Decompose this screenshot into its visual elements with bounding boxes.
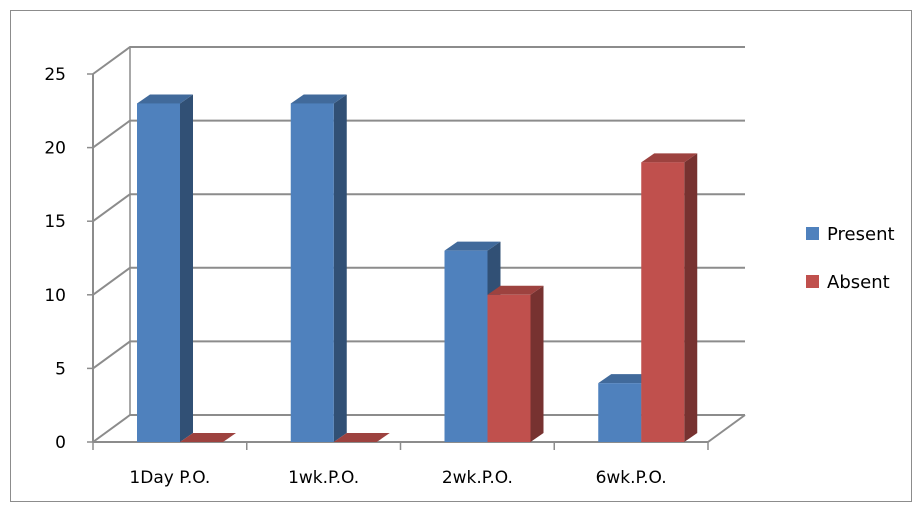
- bar-front: [487, 294, 531, 442]
- bar-present-0: [137, 94, 193, 442]
- legend: Present Absent: [806, 224, 895, 293]
- bar-side: [333, 94, 347, 442]
- legend-label-absent: Absent: [827, 272, 890, 293]
- gridline: [92, 46, 745, 75]
- bar-front: [641, 162, 685, 442]
- gridline: [92, 119, 745, 149]
- bar-side: [530, 285, 544, 442]
- y-tick-label: 25: [44, 65, 66, 85]
- bar-top: [180, 433, 236, 442]
- bar-present-1: [290, 94, 347, 442]
- bar-absent-1: [333, 433, 390, 442]
- bar-top: [641, 153, 698, 163]
- legend-swatch-present: [806, 227, 819, 240]
- bars: [137, 94, 698, 442]
- bar-absent-2: [487, 285, 544, 442]
- legend-swatch-absent: [806, 275, 819, 288]
- x-tick-label: 1Day P.O.: [129, 468, 210, 488]
- y-tick-label: 0: [55, 433, 66, 453]
- bar-top: [598, 374, 655, 384]
- bar-top: [333, 433, 390, 442]
- bar-front: [598, 383, 642, 442]
- x-tick-label: 2wk.P.O.: [442, 468, 513, 488]
- bar-top: [290, 94, 347, 104]
- y-tick-label: 5: [55, 359, 66, 379]
- bar-side: [684, 153, 698, 442]
- bar-top: [444, 241, 501, 251]
- bar-front: [444, 250, 488, 442]
- y-tick-labels: 0 5 10 15 20 25: [44, 65, 66, 453]
- y-tick-label: 15: [44, 212, 66, 232]
- bar-top: [137, 94, 193, 104]
- gridline: [92, 193, 745, 223]
- chart-frame: [10, 10, 912, 502]
- x-tick-label: 1wk.P.O.: [288, 468, 359, 488]
- x-tick-labels: 1Day P.O. 1wk.P.O. 2wk.P.O. 6wk.P.O.: [129, 468, 666, 488]
- bar-front: [290, 103, 334, 442]
- y-tick-label: 10: [44, 286, 66, 306]
- bar-front: [137, 103, 180, 442]
- bar-absent-3: [641, 153, 698, 442]
- floor-edge: [707, 414, 746, 443]
- bar-absent-0: [180, 433, 236, 442]
- legend-label-present: Present: [827, 224, 895, 245]
- bar-top: [487, 285, 544, 295]
- gridline: [92, 266, 745, 296]
- y-tick-label: 20: [44, 139, 66, 159]
- bar-side: [180, 94, 193, 442]
- x-tick-label: 6wk.P.O.: [596, 468, 667, 488]
